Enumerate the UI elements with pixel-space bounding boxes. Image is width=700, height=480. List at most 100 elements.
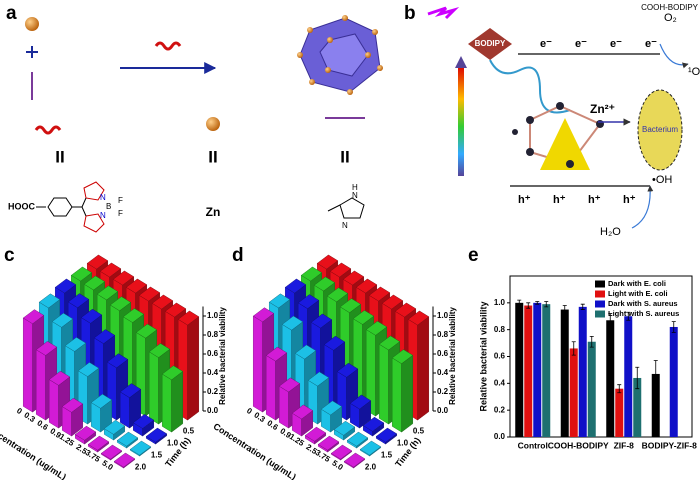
- x-tick-label: Control: [518, 440, 548, 450]
- depth-tick-label: 2.0: [365, 463, 377, 472]
- ligand: [34, 125, 62, 135]
- atom: N: [100, 211, 106, 220]
- hole: h⁺: [518, 194, 531, 206]
- bar: [87, 435, 110, 453]
- bar-top: [77, 362, 100, 377]
- bar-top: [129, 440, 152, 456]
- zn-ball: [25, 17, 39, 31]
- bar: [103, 419, 126, 441]
- legend-label: Light with E. coli: [608, 289, 668, 298]
- bar-top: [317, 435, 340, 451]
- imidazole: [327, 197, 365, 219]
- hole: h⁺: [588, 194, 601, 206]
- x-tick-label: 5.0: [100, 458, 115, 472]
- error-bar: [526, 302, 531, 309]
- bar-top: [284, 278, 307, 294]
- z-tick-label: 0.6: [437, 349, 449, 358]
- error-bar: [589, 335, 594, 348]
- bar-side: [171, 371, 183, 433]
- bar-top: [268, 293, 291, 309]
- legend-swatch: [595, 310, 605, 318]
- bar: [615, 388, 624, 437]
- electron: e⁻: [645, 38, 657, 50]
- bar: [116, 431, 139, 449]
- bar-top: [151, 294, 174, 310]
- bar-top: [300, 266, 323, 282]
- bar: [560, 309, 569, 437]
- panel-label: d: [232, 245, 244, 266]
- bar-top: [80, 308, 103, 324]
- bar: [330, 444, 353, 461]
- y-tick-label: 0.0: [494, 432, 506, 441]
- bar: [542, 304, 551, 437]
- bar-top: [74, 425, 97, 441]
- water: H₂O: [600, 226, 621, 238]
- panel-label: a: [6, 3, 17, 24]
- bar: [578, 306, 587, 437]
- bar-top: [375, 427, 398, 443]
- bar-front: [120, 391, 130, 429]
- bar-top: [100, 444, 123, 460]
- x-tick-label: 0.6: [35, 418, 50, 432]
- error-bar: [671, 321, 676, 333]
- z-tick-label: 0.0: [437, 406, 449, 415]
- bar-top: [90, 393, 113, 409]
- error-bar: [517, 299, 522, 306]
- bar-top: [112, 270, 135, 286]
- bar: [375, 427, 398, 445]
- error-bar: [635, 366, 640, 390]
- bar: [145, 427, 168, 445]
- legend-swatch: [595, 280, 605, 288]
- atom: B: [106, 202, 111, 211]
- bar-top: [93, 329, 116, 344]
- bar-front: [23, 317, 33, 413]
- bar: [606, 320, 615, 437]
- bar-top: [378, 335, 401, 351]
- error-bar: [653, 360, 658, 388]
- bar-top: [51, 312, 74, 328]
- bar: [113, 452, 136, 469]
- hole: h⁺: [553, 194, 566, 206]
- bar-top: [339, 298, 362, 313]
- bar: [533, 302, 542, 437]
- bar-top: [349, 394, 372, 410]
- bar-top: [86, 254, 109, 270]
- zif-polyhedron: [297, 15, 383, 95]
- bar-front: [149, 351, 159, 425]
- atom: F: [118, 196, 123, 205]
- bar: [524, 305, 533, 437]
- bar-side: [417, 316, 429, 421]
- bar: [132, 414, 155, 437]
- bar-top: [265, 346, 288, 362]
- bar: [129, 440, 152, 457]
- bar-top: [323, 335, 346, 351]
- error-bar: [544, 301, 549, 308]
- bar: [177, 310, 200, 421]
- bar-top: [132, 414, 155, 429]
- plus: [26, 46, 38, 58]
- z-tick-label: 0.8: [207, 330, 219, 339]
- z-tick-label: 0.4: [207, 368, 219, 377]
- bar-front: [379, 343, 389, 425]
- depth-tick-label: 2.0: [135, 463, 147, 472]
- bar-top: [35, 341, 58, 356]
- z-tick-label: 1.0: [437, 311, 449, 320]
- bar: [624, 316, 633, 437]
- y-tick-label: 1.0: [494, 298, 506, 307]
- bar-top: [148, 343, 171, 358]
- bar-top: [122, 308, 145, 323]
- bar-top: [355, 278, 378, 294]
- bar-top: [145, 427, 168, 443]
- error-bar: [617, 384, 622, 394]
- bar: [304, 426, 327, 445]
- bar: [291, 404, 314, 437]
- y-tick-label: 0.4: [494, 378, 506, 387]
- energy-arrowhead: [455, 56, 467, 68]
- bar: [161, 365, 184, 433]
- error-bar: [562, 305, 567, 314]
- bar: [633, 377, 642, 437]
- legend-label: Dark with E. coli: [608, 279, 666, 288]
- bar: [343, 452, 366, 469]
- mechanism: BODIPY e⁻ e⁻ e⁻ e⁻ O₂ COOH-BODIPY ¹O₂ Zn…: [427, 3, 700, 238]
